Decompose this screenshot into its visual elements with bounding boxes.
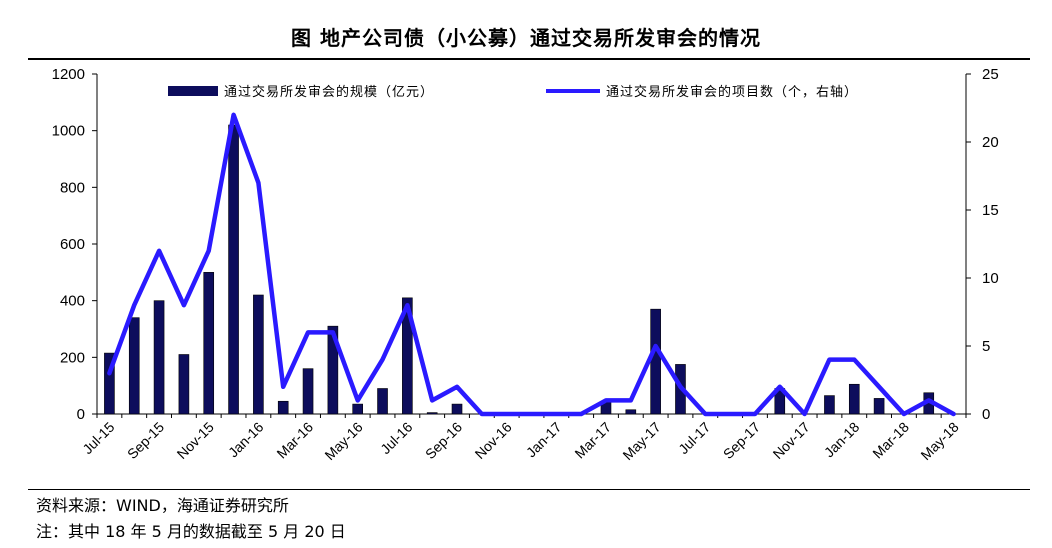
source-note: 资料来源：WIND，海通证券研究所	[36, 496, 289, 515]
bar-series	[104, 124, 935, 415]
left-tick-label: 800	[60, 179, 85, 196]
chart-title: 图 地产公司债（小公募）通过交易所发审会的情况	[291, 26, 761, 50]
x-tick-label: Sep-15	[124, 419, 167, 462]
bar	[104, 352, 115, 415]
right-tick-label: 25	[982, 66, 999, 83]
bottom-rule	[28, 489, 1030, 490]
x-tick-label: Jul-16	[377, 419, 415, 457]
x-tick-label: Mar-17	[571, 419, 614, 462]
right-tick-label: 5	[982, 338, 990, 355]
footnote: 注：其中 18 年 5 月的数据截至 5 月 20 日	[36, 522, 346, 541]
bar	[253, 294, 264, 415]
legend-line-label: 通过交易所发审会的项目数（个，右轴）	[606, 84, 858, 100]
x-tick-label: Sep-16	[422, 419, 465, 462]
x-tick-label: Mar-18	[869, 419, 912, 462]
bar	[178, 354, 190, 415]
right-tick-label: 20	[982, 134, 999, 151]
bar	[426, 412, 438, 415]
bar	[277, 400, 289, 415]
bar	[128, 317, 140, 415]
bar	[402, 297, 413, 415]
bar	[873, 398, 885, 415]
bar	[203, 272, 215, 415]
bar	[352, 403, 364, 415]
x-tick-label: Nov-16	[472, 419, 515, 462]
bar	[451, 403, 463, 415]
legend-bar-label: 通过交易所发审会的规模（亿元）	[224, 84, 434, 100]
legend-bar-swatch	[168, 86, 218, 96]
bar	[302, 368, 314, 415]
left-tick-label: 0	[77, 406, 85, 423]
x-tick-label: Jan-16	[225, 419, 267, 461]
left-tick-label: 200	[60, 349, 85, 366]
right-tick-label: 0	[982, 406, 990, 423]
x-tick-label: May-18	[917, 419, 961, 463]
right-tick-label: 15	[982, 202, 999, 219]
bar	[625, 409, 637, 415]
x-tick-label: Jan-17	[523, 419, 565, 461]
x-tick-label: Sep-17	[720, 419, 763, 462]
bar	[377, 388, 388, 415]
x-tick-label: Mar-16	[273, 419, 316, 462]
left-tick-label: 1200	[52, 66, 85, 83]
right-tick-label: 10	[982, 270, 999, 287]
line-series	[107, 112, 956, 417]
left-tick-label: 600	[60, 236, 85, 253]
left-tick-label: 1000	[52, 123, 85, 140]
top-rule	[28, 58, 1030, 60]
x-tick-label: May-16	[321, 419, 365, 463]
x-tick-label: Nov-15	[174, 419, 217, 462]
chart-legend: 通过交易所发审会的规模（亿元） 通过交易所发审会的项目数（个，右轴）	[168, 84, 858, 100]
bar	[153, 300, 165, 415]
bar	[228, 124, 239, 415]
x-tick-label: Jul-17	[675, 419, 713, 457]
x-tick-label: May-17	[619, 419, 663, 463]
bar	[848, 383, 860, 415]
bar	[650, 308, 661, 415]
x-tick-label: Jan-18	[821, 419, 863, 461]
x-tick-label: Jul-15	[79, 419, 117, 457]
left-tick-label: 400	[60, 293, 85, 310]
bar	[327, 325, 339, 415]
x-tick-label: Nov-17	[770, 419, 813, 462]
bar	[824, 395, 835, 415]
